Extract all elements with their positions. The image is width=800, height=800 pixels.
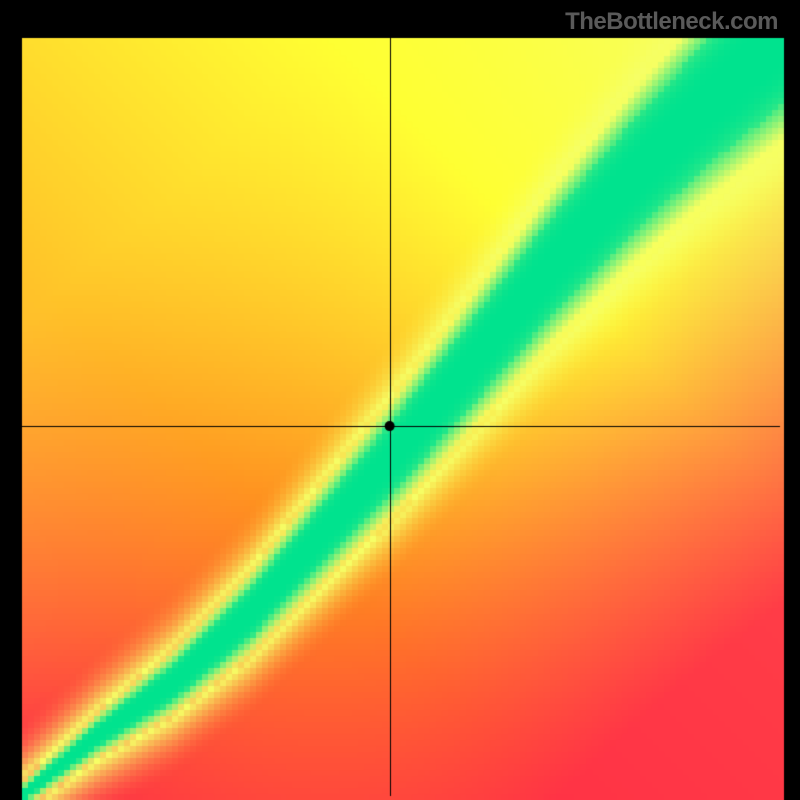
watermark-text: TheBottleneck.com [565,8,778,36]
chart-container: TheBottleneck.com [0,0,800,800]
heatmap-canvas [0,0,800,800]
